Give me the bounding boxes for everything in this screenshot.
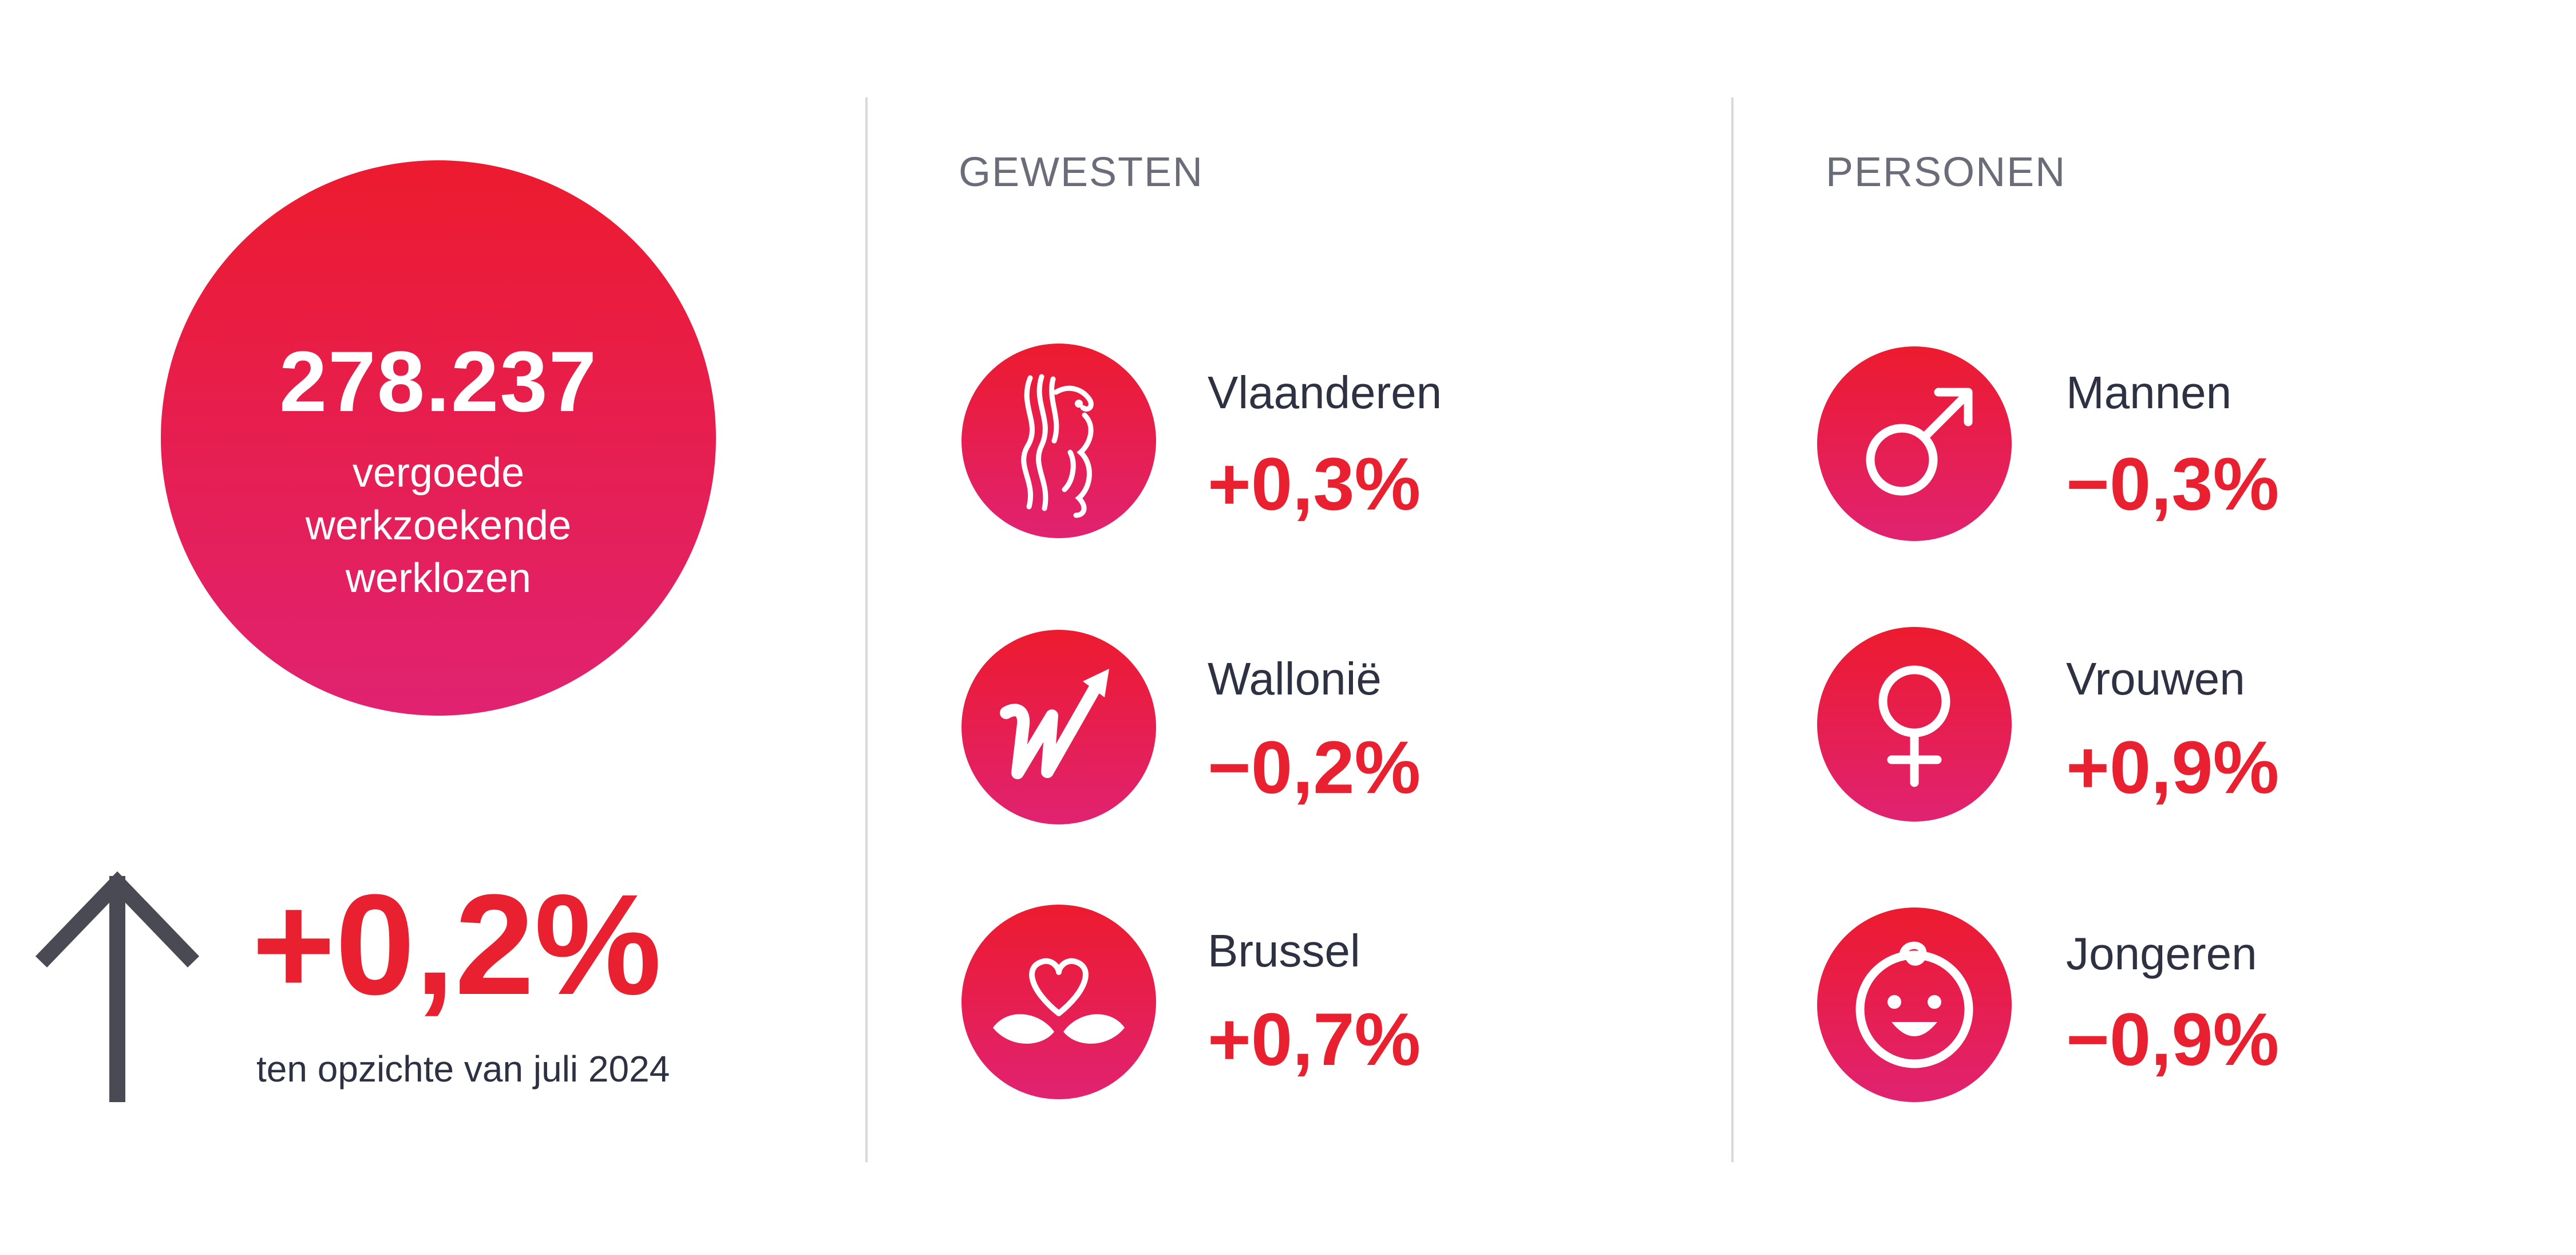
summary-label-line-2: werkzoekende: [305, 503, 572, 548]
persoon-value-mannen: −0,3%: [2066, 442, 2280, 526]
gewest-label-wallonie: Wallonië: [1208, 653, 1382, 704]
gewest-value-brussel: +0,7%: [1208, 997, 1421, 1081]
arrow-up-icon: [35, 871, 200, 1102]
summary-circle: 278.237 vergoede werkzoekende werklozen: [161, 160, 716, 716]
gewest-label-vlaanderen: Vlaanderen: [1208, 367, 1442, 418]
flemish-lion-icon: [961, 344, 1156, 538]
gewest-value-wallonie: −0,2%: [1208, 725, 1421, 809]
baby-face-icon: [1817, 907, 2012, 1102]
persoon-label-vrouwen: Vrouwen: [2066, 653, 2245, 704]
comparison-text: ten opzichte van juli 2024: [256, 1048, 670, 1090]
male-symbol-icon: [1817, 346, 2012, 541]
total-count: 278.237: [279, 333, 598, 429]
persoon-value-vrouwen: +0,9%: [2066, 725, 2280, 809]
female-symbol-icon: [1817, 627, 2012, 822]
persoon-label-jongeren: Jongeren: [2066, 928, 2257, 979]
section-heading-gewesten: GEWESTEN: [959, 149, 1204, 195]
section-heading-personen: PERSONEN: [1826, 149, 2067, 195]
total-change-value: +0,2%: [252, 865, 662, 1024]
walloon-w-icon: [961, 630, 1156, 824]
summary-label-line-1: vergoede: [352, 450, 525, 496]
summary-label-line-3: werklozen: [345, 555, 532, 601]
column-divider: [865, 97, 868, 1162]
gewest-value-vlaanderen: +0,3%: [1208, 442, 1421, 526]
brussels-heart-icon: [961, 905, 1156, 1099]
persoon-value-jongeren: −0,9%: [2066, 997, 2280, 1081]
gewest-label-brussel: Brussel: [1208, 925, 1360, 976]
column-divider: [1731, 97, 1734, 1162]
persoon-label-mannen: Mannen: [2066, 367, 2232, 418]
